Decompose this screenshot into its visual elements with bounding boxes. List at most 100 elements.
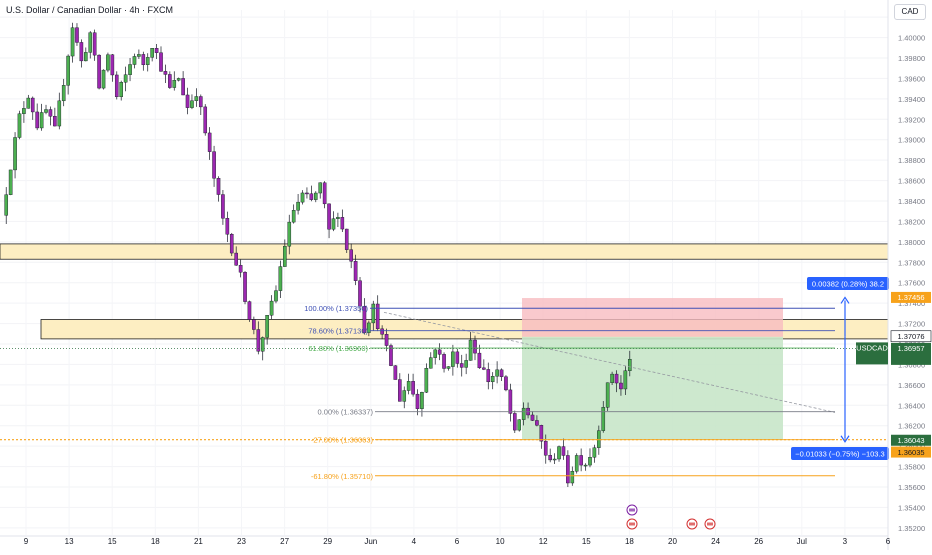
price-label: 1.37076 [897,332,924,341]
event-icon-mark [689,522,695,526]
y-tick-label: 1.36600 [898,381,925,390]
y-tick-label: 1.38600 [898,177,925,186]
price-label-box [891,434,931,446]
candle-body [428,357,433,369]
candle-body [106,54,110,71]
candle-body [234,252,238,266]
candle-body [110,54,115,76]
candle-body [53,116,57,127]
x-tick-label: 21 [194,537,203,546]
y-tick-label: 1.38200 [898,217,925,226]
candle-body [225,218,230,235]
x-tick-label: 6 [455,537,460,546]
candle-body [256,329,261,352]
candle-body [163,71,168,75]
candle-body [154,48,159,53]
candle-body [504,376,508,391]
fib-level-label: -61.80% (1.35710) [311,472,374,481]
candle-body [8,169,13,195]
candle-body [221,194,225,219]
x-tick-label: 18 [625,537,634,546]
fib-level-label: 61.80% (1.36960) [308,344,368,353]
candle-body [287,221,292,247]
candle-body [451,351,455,367]
candle-body [552,458,557,461]
candle-body [627,359,632,371]
candle-body [384,334,389,346]
candle-body [75,27,79,43]
measure-bottom-box [791,447,889,460]
event-icon-mark [629,508,635,512]
candle-body [128,64,132,75]
candle-body [300,192,305,203]
y-tick-label: 1.38000 [898,238,925,247]
candle-body [269,300,274,316]
price-label-box [890,330,932,343]
candle-body [274,290,278,302]
candle-body [185,94,190,108]
candle-body [145,57,150,65]
candle-body [358,280,362,307]
candle-body [619,382,623,390]
y-tick-label: 1.35800 [898,463,925,472]
x-tick-label: 29 [323,537,332,546]
candle-body [194,96,199,101]
candle-body [150,48,154,58]
candle-body [574,455,579,472]
candle-body [88,32,93,53]
measure-top-label: 0.00382 (0.28%) 38.2 [812,280,884,289]
candle-body [349,249,353,262]
event-icons-layer [626,504,716,530]
event-icon-mark [629,522,635,526]
y-tick-label: 1.36800 [898,360,925,369]
x-tick-label: 3 [843,537,848,546]
candle-body [411,381,415,395]
candle-body [22,108,26,114]
y-tick-label: 1.37200 [898,320,925,329]
candle-body [446,366,451,369]
candle-body [530,414,535,421]
fib-level-label: 0.00% (1.36337) [318,408,374,417]
candle-body [380,328,384,335]
candle-body [610,373,614,383]
candle-body [265,315,269,338]
candle-body [318,182,323,194]
measure-bottom-label: −0.01033 (−0.75%) −103.3 [795,450,884,459]
candle-body [539,425,544,442]
candle-body [367,322,371,333]
measure-down-arrow [840,435,850,443]
candle-body [375,303,380,330]
event-icon-mark [707,522,713,526]
candle-body [296,201,300,211]
fib-layer: 100.00% (1.37350) 78.60% (1.37130) 61.80% … [0,304,888,481]
candle-body [371,303,376,324]
candle-body [123,74,128,83]
x-tick-label: 9 [24,537,29,546]
price-label: 1.37456 [897,293,924,302]
candle-body [260,337,265,352]
candle-body [459,363,464,368]
candle-body [172,80,177,88]
candle-body [39,112,44,129]
candle-body [252,319,256,330]
price-label-box [891,446,931,458]
candle-body [190,100,194,108]
candle-body [48,109,53,117]
y-tick-label: 1.38800 [898,156,925,165]
candle-body [362,305,367,333]
candle-body [605,382,610,408]
candle-body [517,419,522,431]
x-tick-label: 24 [711,537,720,546]
x-tick-label: 15 [108,537,117,546]
candle-body [406,381,411,391]
price-label: 1.36035 [897,448,924,457]
x-tick-label: 27 [280,537,289,546]
x-tick-label: 23 [237,537,246,546]
measure-up-arrow [840,296,850,304]
candle-body [278,266,283,291]
candle-body [159,52,163,72]
candle-body [336,217,340,219]
y-tick-label: 1.36400 [898,401,925,410]
currency-button[interactable]: CAD [894,4,926,20]
